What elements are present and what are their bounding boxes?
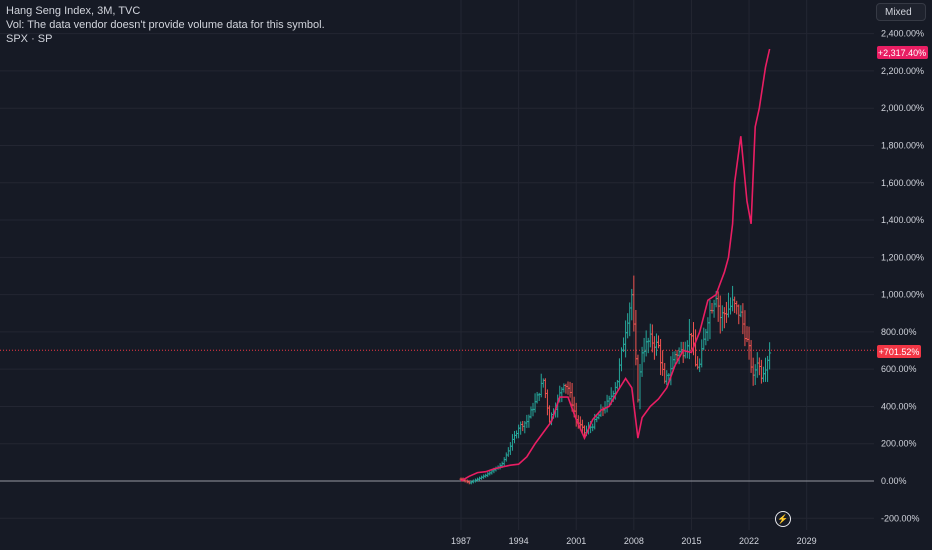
y-axis-labels: 2,400.00% 2,200.00% 2,000.00% 1,800.00% 1,60… [881, 29, 924, 524]
y-tick-label: 1,600.00% [881, 178, 924, 188]
spx-badge-text: +2,317.40% [878, 48, 926, 58]
hsi-last-badge: +701.52% [877, 345, 921, 358]
hsi-badge-bg [877, 345, 921, 358]
y-tick-label: 1,200.00% [881, 252, 924, 262]
y-tick-label: -200.00% [881, 513, 920, 523]
legend-compare-symbol[interactable]: SPX · SP [6, 33, 53, 45]
spx-badge-bg [877, 46, 928, 59]
x-tick-label: 2008 [624, 536, 644, 546]
y-tick-label: 200.00% [881, 439, 917, 449]
y-tick-label: 1,000.00% [881, 290, 924, 300]
y-tick-label: 2,200.00% [881, 66, 924, 76]
y-tick-label: 2,400.00% [881, 29, 924, 39]
legend-title[interactable]: Hang Seng Index, 3M, TVC [6, 5, 141, 17]
spx-line [460, 48, 771, 482]
y-tick-label: 2,000.00% [881, 103, 924, 113]
x-tick-label: 1994 [509, 536, 529, 546]
x-tick-label: 2029 [797, 536, 817, 546]
y-tick-label: 600.00% [881, 364, 917, 374]
hsi-bars [459, 275, 772, 485]
legend-volume-note: Vol: The data vendor doesn't provide vol… [6, 19, 325, 31]
lightning-icon[interactable]: ⚡ [775, 511, 791, 527]
y-tick-label: 400.00% [881, 401, 917, 411]
x-tick-label: 2001 [566, 536, 586, 546]
y-tick-label: 0.00% [881, 476, 907, 486]
y-tick-label: 800.00% [881, 327, 917, 337]
hsi-badge-text: +701.52% [879, 347, 920, 357]
grid-lines [0, 0, 874, 530]
spx-last-badge: +2,317.40% [877, 46, 928, 59]
x-tick-label: 2015 [681, 536, 701, 546]
x-tick-label: 1987 [451, 536, 471, 546]
y-tick-label: 1,400.00% [881, 215, 924, 225]
x-tick-label: 2022 [739, 536, 759, 546]
x-axis-labels: 1987 1994 2001 2008 2015 2022 2029 [451, 536, 817, 546]
y-tick-label: 1,800.00% [881, 140, 924, 150]
scale-mode-button[interactable]: Mixed [876, 3, 926, 21]
